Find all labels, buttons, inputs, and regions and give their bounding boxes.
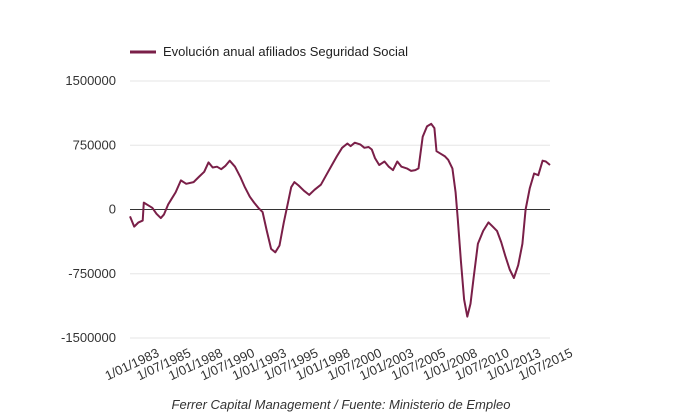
y-tick-label: 750000 bbox=[73, 137, 116, 152]
legend-label: Evolución anual afiliados Seguridad Soci… bbox=[163, 44, 408, 59]
gridlines bbox=[130, 80, 550, 339]
y-tick-label: 0 bbox=[109, 202, 116, 217]
y-tick-label: -1500000 bbox=[61, 330, 116, 345]
source-caption: Ferrer Capital Management / Fuente: Mini… bbox=[172, 397, 511, 412]
x-axis: 1/01/19831/07/19851/01/19881/07/19901/01… bbox=[103, 345, 575, 383]
y-tick-label: 1500000 bbox=[65, 73, 116, 88]
legend: Evolución anual afiliados Seguridad Soci… bbox=[130, 44, 408, 59]
series-line bbox=[129, 122, 551, 318]
y-axis: 1500000 750000 0 -750000 -1500000 bbox=[61, 73, 116, 345]
y-tick-label: -750000 bbox=[68, 266, 116, 281]
